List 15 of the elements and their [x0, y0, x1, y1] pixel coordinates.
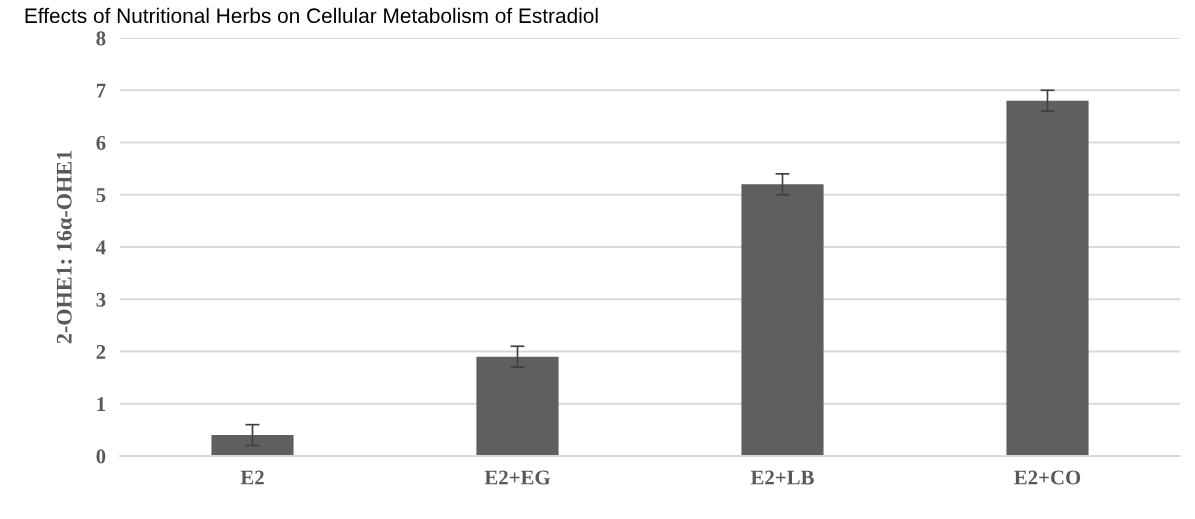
x-tick-label: E2+CO [1014, 470, 1081, 485]
y-tick-label: 0 [96, 449, 106, 464]
y-tick-label: 5 [96, 188, 106, 203]
y-tick-label: 4 [95, 240, 106, 255]
y-tick-label: 8 [96, 31, 106, 46]
x-tick-label: E2+LB [750, 470, 814, 485]
y-tick-label: 2 [96, 344, 106, 359]
y-tick-label: 7 [96, 83, 106, 98]
y-axis-title: 2-OHE1: 16α-OHE1 [56, 150, 72, 344]
y-tick-label: 1 [97, 397, 106, 411]
x-tick-label: E2 [240, 470, 264, 485]
chart-title: Effects of Nutritional Herbs on Cellular Metabolism of Estradiol [25, 7, 598, 24]
y-tick-label: 3 [96, 292, 106, 307]
y-tick-label: 6 [96, 135, 106, 150]
x-tick-label: E2+EG [484, 470, 551, 485]
